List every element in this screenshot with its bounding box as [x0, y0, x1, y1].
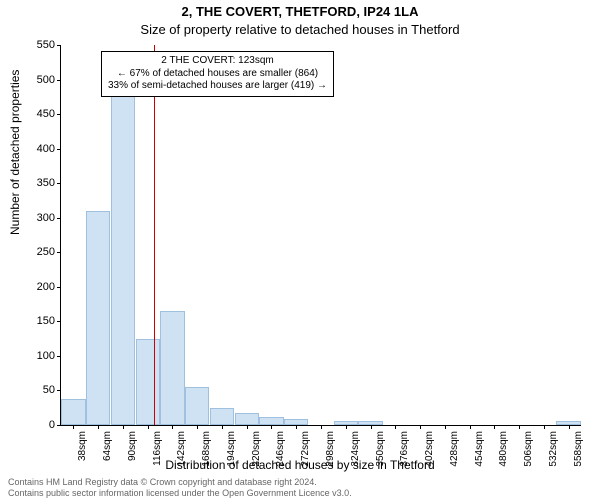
y-tick-mark	[57, 390, 61, 391]
y-tick-mark	[57, 149, 61, 150]
annotation-line-2: ← 67% of detached houses are smaller (86…	[108, 68, 327, 81]
title-main: 2, THE COVERT, THETFORD, IP24 1LA	[0, 4, 600, 19]
x-tick-mark	[470, 425, 471, 429]
x-tick-mark	[494, 425, 495, 429]
title-subtitle: Size of property relative to detached ho…	[0, 22, 600, 37]
chart-container: 2, THE COVERT, THETFORD, IP24 1LA Size o…	[0, 0, 600, 500]
y-tick-mark	[57, 45, 61, 46]
y-tick-mark	[57, 425, 61, 426]
x-tick-mark	[569, 425, 570, 429]
histogram-bar	[61, 399, 85, 425]
x-tick-label: 64sqm	[102, 431, 113, 461]
annotation-box: 2 THE COVERT: 123sqm ← 67% of detached h…	[101, 51, 334, 97]
x-tick-label: 38sqm	[77, 431, 88, 461]
x-tick-mark	[98, 425, 99, 429]
x-tick-mark	[519, 425, 520, 429]
annotation-line-3: 33% of semi-detached houses are larger (…	[108, 80, 327, 93]
x-tick-mark	[247, 425, 248, 429]
x-tick-mark	[172, 425, 173, 429]
plot-area: 05010015020025030035040045050055038sqm64…	[60, 45, 581, 426]
histogram-bar	[210, 408, 234, 425]
x-tick-mark	[271, 425, 272, 429]
y-tick-mark	[57, 80, 61, 81]
histogram-bar	[136, 339, 160, 425]
histogram-bar	[111, 80, 135, 425]
histogram-bar	[235, 413, 259, 425]
x-tick-mark	[73, 425, 74, 429]
x-tick-mark	[321, 425, 322, 429]
y-tick-mark	[57, 252, 61, 253]
histogram-bar	[185, 387, 209, 425]
footer-attribution: Contains HM Land Registry data © Crown c…	[8, 477, 352, 498]
x-tick-label: 90sqm	[127, 431, 138, 461]
y-tick-mark	[57, 356, 61, 357]
y-tick-mark	[57, 218, 61, 219]
y-tick-mark	[57, 287, 61, 288]
y-tick-mark	[57, 321, 61, 322]
histogram-bar	[86, 211, 110, 425]
x-tick-mark	[420, 425, 421, 429]
x-axis-label: Distribution of detached houses by size …	[0, 458, 600, 472]
histogram-bar	[160, 311, 184, 425]
x-tick-mark	[222, 425, 223, 429]
x-tick-mark	[197, 425, 198, 429]
x-tick-mark	[544, 425, 545, 429]
y-axis-label: Number of detached properties	[8, 70, 22, 235]
x-tick-mark	[296, 425, 297, 429]
reference-line	[154, 45, 155, 425]
x-tick-mark	[123, 425, 124, 429]
histogram-bar	[259, 417, 283, 425]
x-tick-mark	[445, 425, 446, 429]
footer-line-1: Contains HM Land Registry data © Crown c…	[8, 477, 352, 487]
y-tick-mark	[57, 183, 61, 184]
footer-line-2: Contains public sector information licen…	[8, 488, 352, 498]
x-tick-mark	[346, 425, 347, 429]
annotation-line-1: 2 THE COVERT: 123sqm	[108, 55, 327, 68]
y-tick-mark	[57, 114, 61, 115]
x-tick-mark	[371, 425, 372, 429]
x-tick-mark	[395, 425, 396, 429]
x-tick-mark	[148, 425, 149, 429]
